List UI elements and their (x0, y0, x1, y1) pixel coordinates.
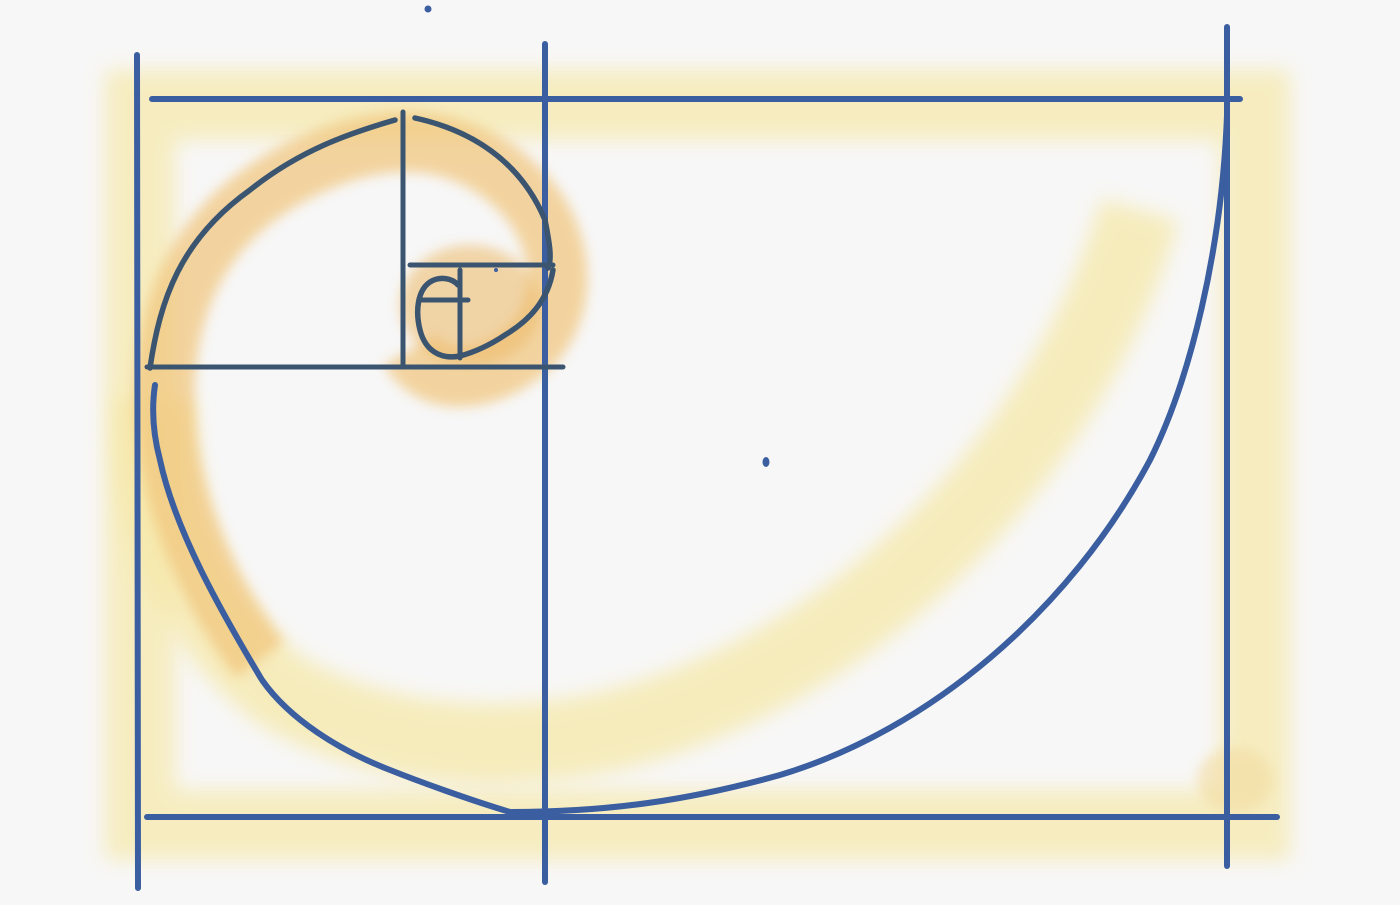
center-dot (762, 457, 770, 467)
stray-dot-top (424, 5, 432, 13)
inner-construction-lines (144, 109, 566, 370)
spiral-left-arc (147, 117, 398, 371)
spiral-outer-arc (150, 112, 1230, 815)
left-vertical-line (134, 52, 141, 891)
spiral-top-arc (412, 115, 553, 271)
spiral-inner-arc (415, 267, 556, 360)
stray-dot-inner (494, 268, 498, 272)
corner-wash (1197, 748, 1273, 812)
spiral-wash-orange (134, 112, 588, 678)
construction-lines (134, 24, 1280, 891)
spiral-curve (147, 112, 1230, 815)
